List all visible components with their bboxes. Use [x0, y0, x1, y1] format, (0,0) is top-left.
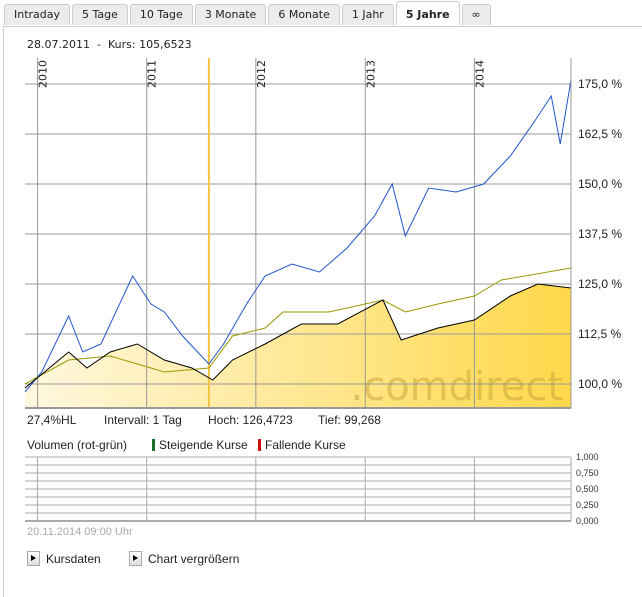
y-tick-label: 112,5 % — [578, 327, 621, 341]
play-arrow-icon — [129, 551, 142, 566]
x-tick-label: 2014 — [473, 60, 486, 88]
chart-enlarge-button[interactable]: Chart vergrößern — [129, 551, 239, 566]
volume-tick-label: 0,000 — [576, 516, 599, 526]
volume-tick-label: 0,750 — [576, 468, 599, 478]
rising-swatch — [152, 439, 155, 451]
x-tick-label: 2011 — [146, 60, 159, 88]
x-tick-label: 2013 — [364, 60, 377, 88]
series-area-2 — [25, 284, 571, 408]
volume-tick-label: 0,500 — [576, 484, 599, 494]
legend-falling: Fallende Kurse — [258, 438, 346, 452]
falling-swatch — [258, 439, 261, 451]
tab-4[interactable]: 6 Monate — [268, 4, 340, 25]
kurs-value: 105,6523 — [139, 38, 192, 51]
watermark-logo: .comdirect — [351, 364, 564, 410]
high-stat: Hoch: 126,4723 — [208, 413, 293, 427]
volume-tick-label: 0,250 — [576, 500, 599, 510]
y-tick-label: 175,0 % — [578, 77, 622, 91]
legend-falling-label: Fallende Kurse — [265, 438, 346, 452]
kursdaten-label: Kursdaten — [46, 551, 101, 566]
series-line-2 — [24, 283, 572, 389]
kurs-label: Kurs: — [107, 38, 136, 51]
tab-6[interactable]: 5 Jahre — [395, 1, 460, 25]
chart-enlarge-label: Chart vergrößern — [148, 551, 240, 566]
separator: - — [96, 38, 101, 51]
cursor-date: 28.07.2011 — [27, 38, 90, 51]
x-tick-label: 2012 — [255, 60, 268, 88]
y-tick-label: 162,5 % — [578, 127, 622, 141]
kursdaten-button[interactable]: Kursdaten — [27, 551, 101, 566]
hl-stat: 27,4%HL — [27, 413, 77, 427]
y-tick-label: 137,5 % — [578, 227, 622, 241]
series-line-1 — [24, 267, 572, 385]
play-arrow-icon — [27, 551, 40, 566]
legend-rising-label: Steigende Kurse — [159, 438, 248, 452]
volume-title: Volumen (rot-grün) — [27, 438, 128, 452]
y-tick-label: 125,0 % — [578, 277, 622, 291]
tab-3[interactable]: 3 Monate — [194, 4, 267, 25]
cursor-info: 28.07.2011 - Kurs: 105,6523 — [27, 38, 192, 51]
tab-1[interactable]: 5 Tage — [72, 4, 128, 25]
tab-0[interactable]: Intraday — [4, 4, 71, 25]
tab-7[interactable]: ∞ — [461, 4, 491, 25]
x-tick-label: 2010 — [37, 60, 50, 88]
legend-rising: Steigende Kurse — [152, 438, 248, 452]
chart-frame — [3, 26, 642, 597]
time-range-tabs: Intraday 5 Tage 10 Tage 3 Monate 6 Monate 1 J… — [4, 1, 491, 25]
timestamp: 20.11.2014 09:00 Uhr — [27, 526, 133, 538]
y-tick-label: 150,0 % — [578, 177, 622, 191]
interval-stat: Intervall: 1 Tag — [104, 413, 182, 427]
tab-2[interactable]: 10 Tage — [129, 4, 193, 25]
tab-5[interactable]: 1 Jahr — [341, 4, 394, 25]
low-stat: Tief: 99,268 — [318, 413, 381, 427]
y-tick-label: 100,0 % — [578, 377, 622, 391]
series-line-0 — [24, 79, 572, 393]
volume-tick-label: 1,000 — [576, 452, 599, 462]
